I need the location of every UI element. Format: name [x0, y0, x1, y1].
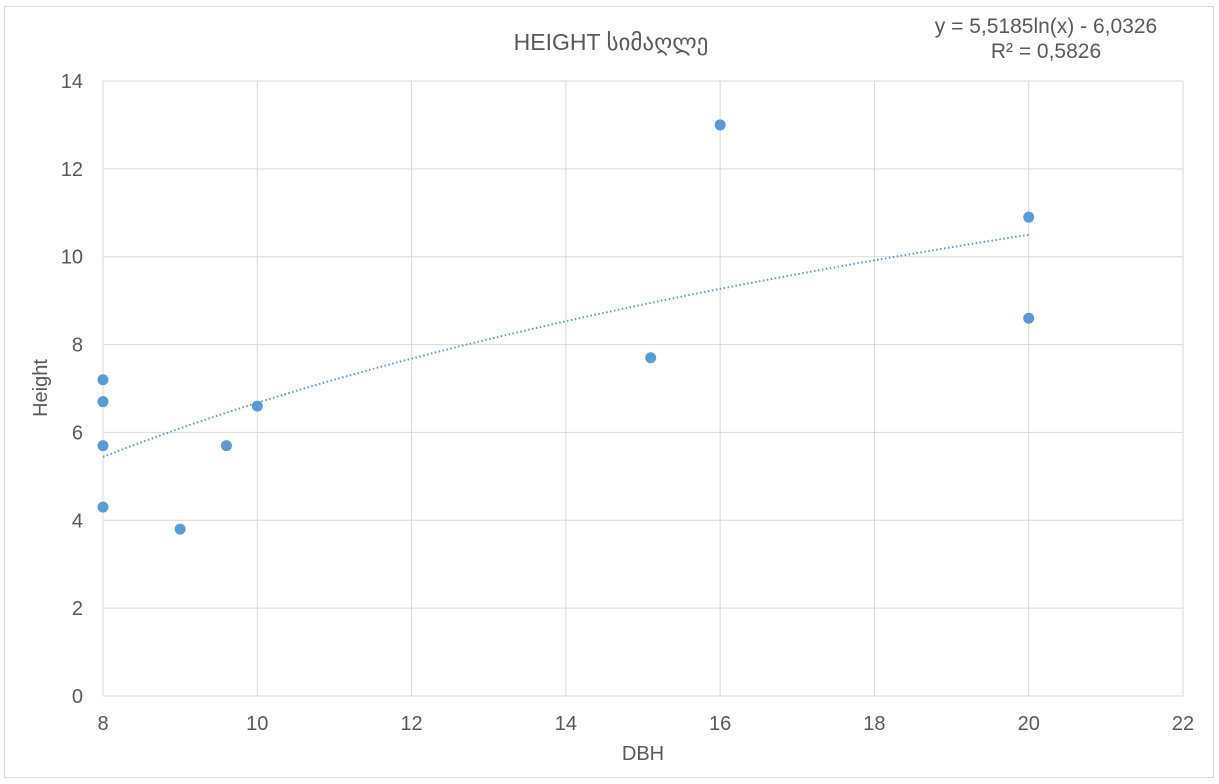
- x-tick-label: 22: [1172, 713, 1194, 735]
- data-point: [174, 523, 186, 535]
- trendline-equation: y = 5,5185ln(x) - 6,0326: [935, 15, 1157, 38]
- data-point: [251, 400, 263, 412]
- x-tick-label: 20: [1018, 713, 1040, 735]
- data-point: [1023, 211, 1035, 223]
- y-tick-label: 8: [72, 335, 83, 357]
- data-point: [714, 119, 726, 131]
- y-tick-label: 4: [72, 510, 83, 532]
- y-tick-label: 12: [61, 159, 83, 181]
- data-point: [220, 440, 232, 452]
- x-tick-label: 16: [709, 713, 731, 735]
- trendline-r-squared: R² = 0,5826: [991, 40, 1101, 63]
- data-point: [97, 501, 109, 513]
- x-tick-label: 12: [400, 713, 422, 735]
- x-tick-label: 14: [555, 713, 577, 735]
- y-tick-label: 6: [72, 422, 83, 444]
- grid-layer: [102, 80, 1184, 697]
- trendline: [102, 233, 1029, 458]
- x-tick-label: 8: [97, 713, 108, 735]
- chart-title: HEIGHT სიმაღლე: [514, 29, 709, 56]
- y-tick-label: 2: [72, 598, 83, 620]
- chart-frame: [4, 6, 1214, 778]
- data-point: [97, 396, 109, 408]
- x-axis-title: DBH: [622, 743, 664, 765]
- data-point: [1023, 312, 1035, 324]
- data-point: [645, 352, 657, 364]
- y-tick-label: 14: [61, 71, 83, 93]
- y-axis-title: Height: [30, 359, 52, 417]
- tick-label-layer: 0 2 4 6 8 10 12 14 8 10 12 14 16 18 20 22: [61, 71, 1194, 735]
- y-tick-label: 10: [61, 247, 83, 269]
- x-tick-label: 10: [246, 713, 268, 735]
- data-point: [97, 440, 109, 452]
- points-layer: [97, 119, 1035, 535]
- data-point: [97, 374, 109, 386]
- x-tick-label: 18: [863, 713, 885, 735]
- y-tick-label: 0: [72, 686, 83, 708]
- trendline-layer: [102, 233, 1029, 458]
